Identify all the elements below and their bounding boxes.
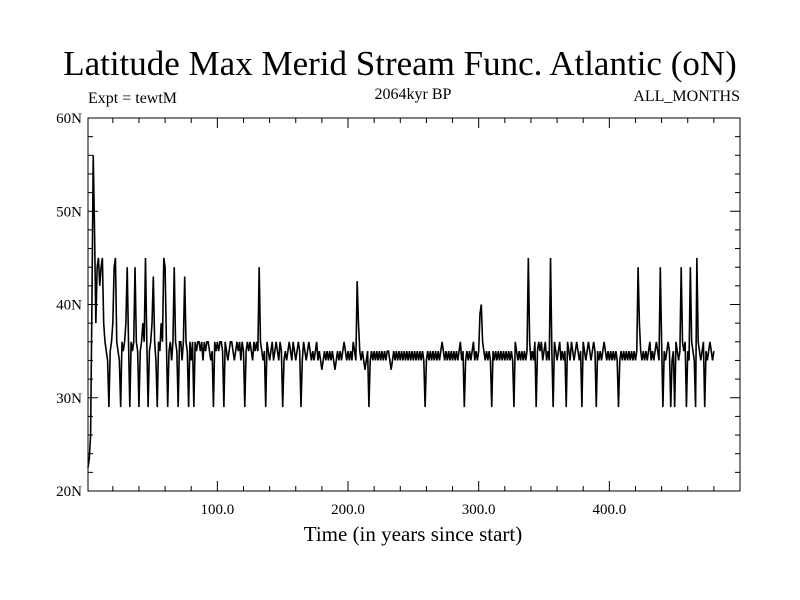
x-tick-label: 400.0 xyxy=(592,502,626,518)
chart-title: Latitude Max Merid Stream Func. Atlantic… xyxy=(63,44,737,83)
y-tick-label: 30N xyxy=(56,391,82,407)
chart-subtitle: 2064kyr BP xyxy=(374,86,452,103)
x-axis: 100.0 200.0 300.0 400.0 xyxy=(112,118,715,518)
series-line xyxy=(87,155,715,468)
x-tick-label: 200.0 xyxy=(331,502,365,518)
x-axis-label: Time (in years since start) xyxy=(303,522,523,546)
y-axis: 20N 30N 40N 50N 60N xyxy=(56,111,740,500)
x-tick-label: 300.0 xyxy=(462,502,496,518)
y-tick-label: 40N xyxy=(56,298,82,314)
y-tick-label: 20N xyxy=(56,484,82,500)
experiment-label: Expt = tewtM xyxy=(88,90,178,107)
x-tick-label: 100.0 xyxy=(200,502,234,518)
y-tick-label: 60N xyxy=(56,111,82,127)
months-label: ALL_MONTHS xyxy=(633,88,740,105)
y-tick-label: 50N xyxy=(56,204,82,220)
